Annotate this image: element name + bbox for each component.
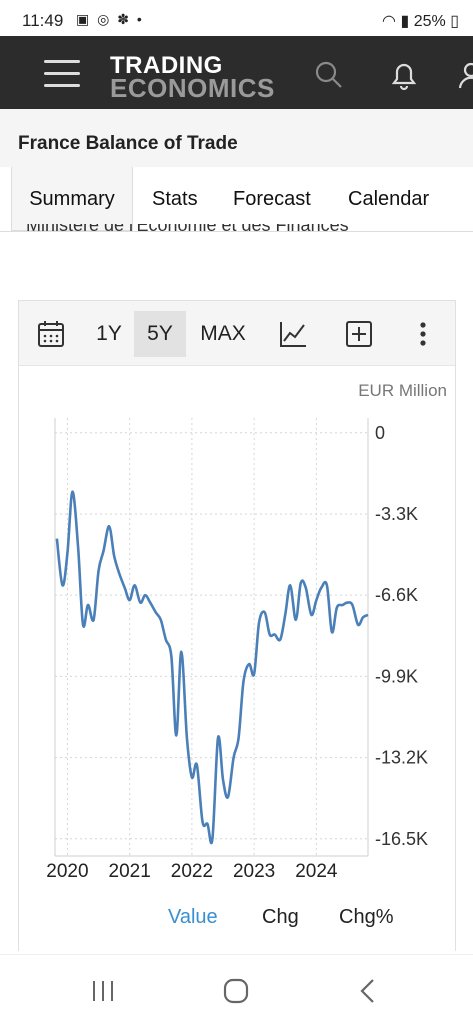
series-line [55,490,369,845]
signal-icon: ▮ [400,13,410,30]
menu-icon[interactable] [44,60,80,88]
tab-forecast[interactable]: Forecast [233,188,311,210]
y-tick-label: -16.5K [375,829,428,849]
calendar-icon[interactable] [33,311,69,357]
notification-icons: ▣ ◎ ✽ • [76,11,144,27]
battery-percent: 25% [413,13,446,30]
source-text: Ministère de l'Économie et des Finances [26,218,349,232]
search-icon[interactable] [314,60,344,95]
range-5y-button[interactable]: 5Y [134,311,186,357]
system-nav-bar [0,954,473,1025]
status-right: ◠ ▮ 25% ▯ [382,11,459,31]
range-max-button[interactable]: MAX [200,322,246,345]
chart-toolbar: 1Y 5Y MAX [19,301,455,366]
bell-icon[interactable] [390,60,418,97]
user-icon[interactable] [458,60,473,97]
y-tick-label: -3.3K [375,504,418,524]
x-tick-label: 2022 [171,861,213,882]
status-bar: 11:49 ▣ ◎ ✽ • ◠ ▮ 25% ▯ [0,0,473,36]
brand-logo[interactable]: TRADING ECONOMICS [110,52,275,103]
legend-value[interactable]: Value [168,906,218,928]
y-tick-label: 0 [375,423,385,443]
app-bar: TRADING ECONOMICS [0,36,473,109]
more-options-icon[interactable] [411,311,435,357]
legend-chg[interactable]: Chg [262,906,299,928]
tab-bar: Summary Stats Forecast Calendar [0,167,473,232]
range-1y-button[interactable]: 1Y [96,322,122,345]
y-tick-label: -9.9K [375,666,418,686]
page-title: France Balance of Trade [18,133,238,154]
x-tick-label: 2024 [295,861,338,882]
brand-line-1: TRADING [110,52,223,79]
chart-type-icon[interactable] [275,311,311,357]
home-icon[interactable] [223,978,249,1009]
x-tick-label: 2020 [46,861,88,882]
tab-calendar[interactable]: Calendar [348,188,430,210]
recent-apps-icon[interactable] [90,979,116,1008]
tab-stats[interactable]: Stats [152,188,198,210]
back-icon[interactable] [358,978,378,1009]
title-bar: France Balance of Trade [0,109,473,168]
y-tick-label: -6.6K [375,585,418,605]
compare-add-icon[interactable] [341,311,377,357]
battery-icon: ▯ [450,13,459,30]
status-time: 11:49 [22,11,64,30]
tab-summary[interactable]: Summary [11,167,133,231]
legend-chg-pct[interactable]: Chg% [339,906,394,928]
x-tick-label: 2023 [233,861,275,882]
y-tick-label: -13.2K [375,748,428,768]
unit-label: EUR Million [358,381,447,400]
chart-panel: 1Y 5Y MAX EUR Million [18,300,456,951]
wifi-icon: ◠ [382,13,396,30]
brand-line-2: ECONOMICS [110,73,275,103]
x-tick-label: 2021 [109,861,151,882]
